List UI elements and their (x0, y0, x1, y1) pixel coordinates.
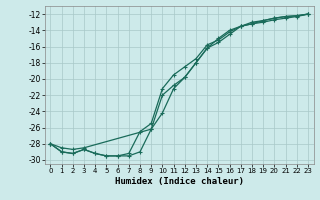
X-axis label: Humidex (Indice chaleur): Humidex (Indice chaleur) (115, 177, 244, 186)
